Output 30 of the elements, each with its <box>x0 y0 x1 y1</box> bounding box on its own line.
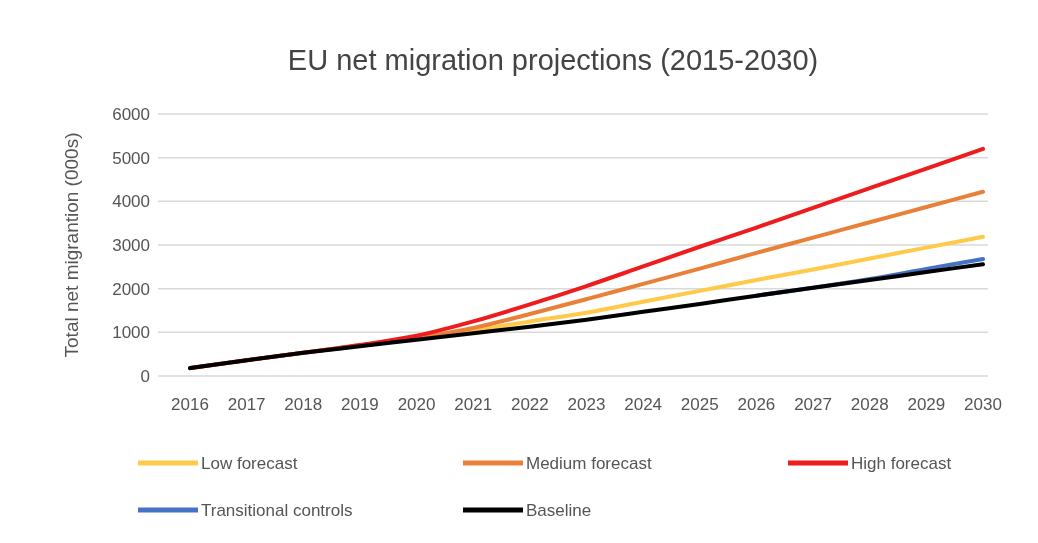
y-tick-label: 5000 <box>112 148 150 168</box>
x-tick-label: 2029 <box>907 395 946 414</box>
x-tick-label: 2020 <box>397 395 436 414</box>
legend-label: Baseline <box>526 500 592 520</box>
y-tick-label: 1000 <box>112 323 150 343</box>
legend-label: High forecast <box>851 453 952 473</box>
line-series <box>188 262 985 371</box>
x-tick-label: 2021 <box>454 395 493 414</box>
x-tick-label: 2016 <box>171 395 209 414</box>
legend-label: Medium forecast <box>526 453 652 473</box>
x-tick-label: 2028 <box>850 395 889 414</box>
legend-label: Transitional controls <box>201 500 353 520</box>
y-tick-label: 0 <box>140 366 150 386</box>
x-tick-label: 2026 <box>737 395 776 414</box>
x-tick-label: 2019 <box>341 395 379 414</box>
y-tick-label: 6000 <box>112 104 150 124</box>
x-tick-label: 2018 <box>284 395 323 414</box>
y-tick-label: 4000 <box>112 192 150 212</box>
x-tick-label: 2022 <box>510 395 549 414</box>
x-tick-label: 2025 <box>680 395 719 414</box>
chart-title: EU net migration projections (2015-2030) <box>287 44 819 76</box>
y-tick-label: 3000 <box>112 235 150 255</box>
legend-label: Low forecast <box>201 453 298 473</box>
x-tick-label: 2027 <box>794 395 832 414</box>
y-tick-label: 2000 <box>112 279 150 299</box>
y-axis-title: Total net migrantion (000s) <box>61 132 82 358</box>
x-tick-label: 2030 <box>964 395 1002 414</box>
x-tick-label: 2023 <box>567 395 606 414</box>
x-tick-label: 2024 <box>624 395 663 414</box>
x-tick-label: 2017 <box>227 395 266 414</box>
